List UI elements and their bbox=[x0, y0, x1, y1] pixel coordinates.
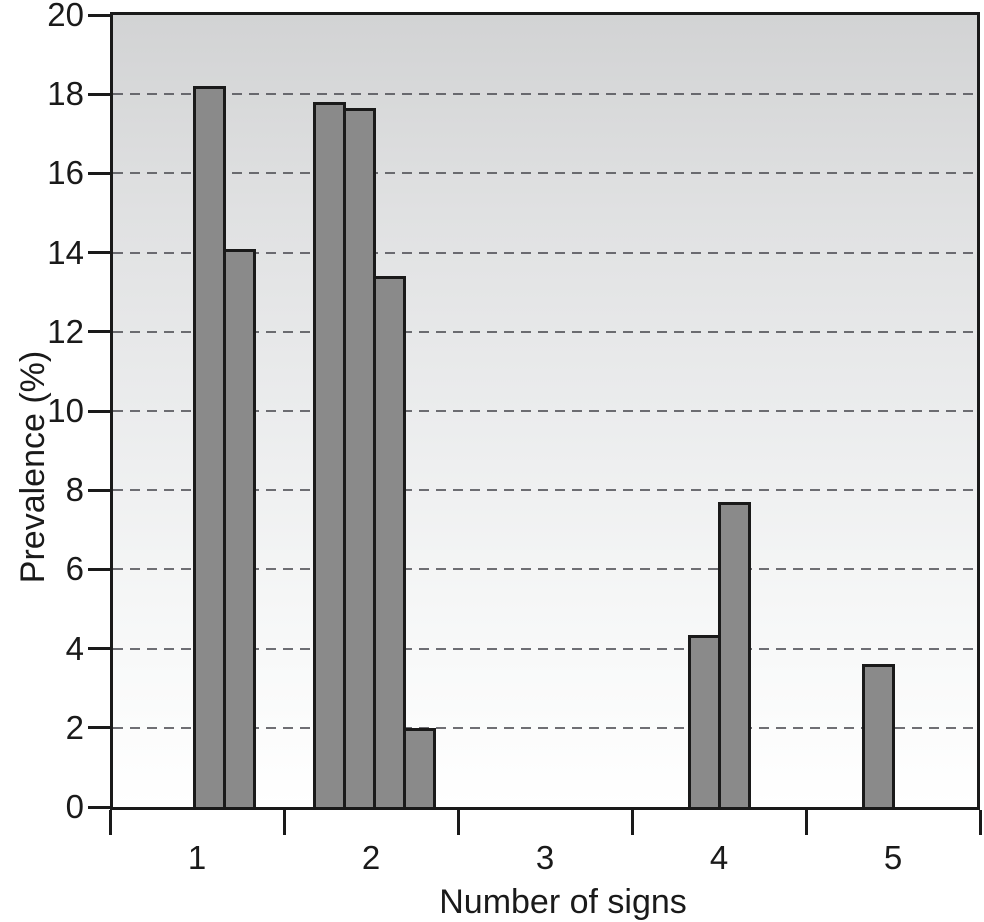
x-tick-1 bbox=[282, 810, 286, 835]
x-tick-label-3: 3 bbox=[535, 839, 555, 876]
y-tick-8 bbox=[88, 488, 110, 492]
y-tick-label-2: 2 bbox=[65, 708, 84, 746]
y-axis-title: Prevalence (%) bbox=[14, 350, 52, 584]
x-tick-label-1: 1 bbox=[187, 839, 207, 876]
y-tick-label-6: 6 bbox=[65, 550, 84, 588]
y-tick-label-20: 20 bbox=[47, 0, 84, 33]
y-tick-label-0: 0 bbox=[65, 788, 84, 825]
x-tick-5 bbox=[978, 810, 982, 835]
gridline-y-18 bbox=[113, 93, 977, 96]
x-axis-title: Number of signs bbox=[439, 883, 687, 921]
y-tick-20 bbox=[88, 13, 110, 17]
y-tick-label-4: 4 bbox=[65, 629, 84, 667]
bar-group5-1 bbox=[862, 664, 895, 807]
x-tick-label-4: 4 bbox=[709, 839, 729, 876]
gridline-y-4 bbox=[113, 647, 977, 650]
y-tick-2 bbox=[88, 726, 110, 730]
x-tick-2 bbox=[456, 810, 460, 835]
bar-group2-3 bbox=[373, 276, 406, 807]
y-tick-label-18: 18 bbox=[47, 75, 84, 113]
y-tick-12 bbox=[88, 330, 110, 334]
gridline-y-14 bbox=[113, 251, 977, 254]
gridline-y-10 bbox=[113, 410, 977, 412]
y-tick-label-10: 10 bbox=[47, 392, 84, 429]
bar-group4-1 bbox=[688, 635, 721, 807]
gridline-y-16 bbox=[113, 172, 977, 175]
y-tick-label-8: 8 bbox=[65, 471, 84, 509]
y-tick-label-12: 12 bbox=[47, 312, 84, 350]
x-tick-4 bbox=[804, 810, 808, 835]
x-tick-label-2: 2 bbox=[361, 839, 381, 876]
y-tick-6 bbox=[88, 567, 110, 571]
gridline-y-12 bbox=[113, 330, 977, 333]
bar-group2-2 bbox=[343, 108, 376, 807]
y-tick-16 bbox=[88, 171, 110, 175]
y-tick-18 bbox=[88, 92, 110, 96]
bar-group2-4 bbox=[403, 728, 436, 807]
gridline-y-2 bbox=[113, 726, 977, 729]
plot-inner-region bbox=[113, 15, 977, 807]
gridline-y-6 bbox=[113, 568, 977, 571]
bar-group1-2 bbox=[223, 249, 256, 807]
y-tick-label-16: 16 bbox=[47, 154, 84, 192]
x-tick-label-5: 5 bbox=[883, 839, 903, 876]
y-tick-10 bbox=[88, 409, 110, 413]
gridline-y-8 bbox=[113, 489, 977, 492]
y-tick-label-14: 14 bbox=[47, 233, 84, 271]
bar-group1-1 bbox=[193, 86, 226, 807]
y-tick-4 bbox=[88, 647, 110, 651]
bar-group4-2 bbox=[718, 502, 751, 807]
x-tick-0 bbox=[108, 810, 112, 835]
y-tick-14 bbox=[88, 251, 110, 255]
bar-group2-1 bbox=[313, 102, 346, 807]
y-tick-0 bbox=[88, 805, 110, 809]
x-tick-3 bbox=[630, 810, 634, 835]
